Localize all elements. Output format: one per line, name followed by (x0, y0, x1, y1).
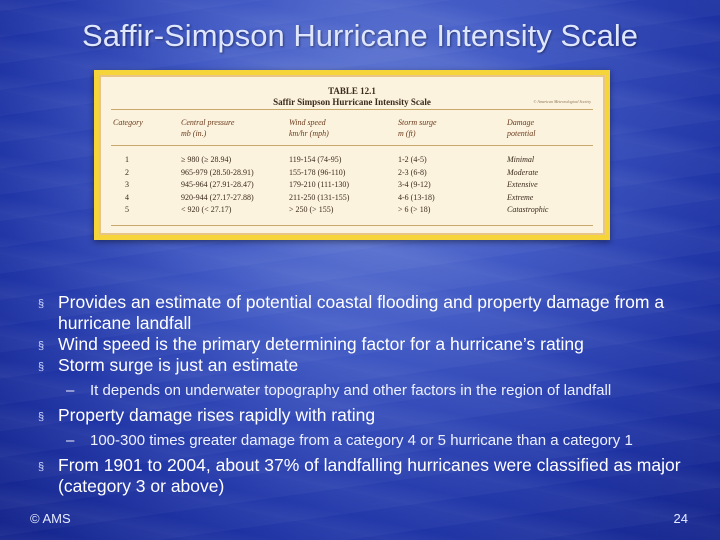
sub-bullet-text: It depends on underwater topography and … (90, 382, 612, 399)
header-surge: Storm surge m (ft) (398, 117, 437, 139)
bullet-item: § Storm surge is just an estimate (38, 355, 698, 376)
category-column: 1 2 3 4 5 (125, 154, 129, 217)
square-bullet-icon: § (38, 361, 45, 373)
header-pressure-line2: mb (in.) (181, 129, 207, 138)
header-wind-line2: km/hr (mph) (289, 129, 329, 138)
table-cell: 4-6 (13-18) (398, 192, 435, 202)
table-cell: 155-178 (96-110) (289, 167, 346, 177)
hurricane-scale-table: TABLE 12.1 Saffir Simpson Hurricane Inte… (99, 75, 605, 235)
bullet-list: § Provides an estimate of potential coas… (38, 292, 698, 497)
header-surge-line2: m (ft) (398, 129, 416, 138)
bullet-item: § Property damage rises rapidly with rat… (38, 405, 698, 426)
table-cell: 965-979 (28.50-28.91) (181, 167, 254, 177)
table-cell: Extreme (507, 192, 534, 202)
bullet-text: From 1901 to 2004, about 37% of landfall… (58, 455, 681, 496)
table-header-rule (111, 145, 593, 146)
table-number: TABLE 12.1 (328, 86, 376, 96)
dash-bullet-icon: – (66, 382, 75, 399)
pressure-column: ≥ 980 (≥ 28.94) 965-979 (28.50-28.91) 94… (181, 154, 254, 217)
bullet-text: Property damage rises rapidly with ratin… (58, 405, 376, 425)
square-bullet-icon: § (38, 340, 45, 352)
wind-column: 119-154 (74-95) 155-178 (96-110) 179-210… (289, 154, 349, 217)
table-cell: 2-3 (6-8) (398, 167, 427, 177)
table-cell: 920-944 (27.17-27.88) (181, 192, 254, 202)
table-source: © American Meteorological Society (533, 99, 591, 104)
header-damage-line2: potential (507, 129, 536, 138)
table-cell: > 6 (> 18) (398, 205, 431, 214)
sub-bullet-text: 100-300 times greater damage from a cate… (90, 432, 633, 449)
surge-column: 1-2 (4-5) 2-3 (6-8) 3-4 (9-12) 4-6 (13-1… (398, 154, 435, 217)
header-damage-line1: Damage (507, 118, 535, 127)
table-cell: Extensive (507, 180, 538, 189)
damage-column: Minimal Moderate Extensive Extreme Catas… (507, 154, 548, 217)
table-cell: 2 (125, 167, 129, 177)
header-surge-line1: Storm surge (398, 118, 437, 127)
slide-number: 24 (673, 511, 688, 526)
table-cell: 1-2 (4-5) (398, 155, 427, 164)
table-cell: < 920 (< 27.17) (181, 205, 232, 214)
header-category-label: Category (113, 118, 143, 127)
table-name: Saffir Simpson Hurricane Intensity Scale (273, 97, 431, 107)
table-image-frame: TABLE 12.1 Saffir Simpson Hurricane Inte… (94, 70, 610, 240)
square-bullet-icon: § (38, 298, 45, 310)
square-bullet-icon: § (38, 461, 45, 473)
table-cell: 3 (125, 180, 129, 189)
header-category: Category (113, 117, 143, 128)
table-bottom-rule (111, 225, 593, 226)
table-cell: Catastrophic (507, 205, 549, 214)
bullet-text: Wind speed is the primary determining fa… (58, 334, 584, 354)
table-cell: 1 (125, 155, 129, 164)
table-cell: ≥ 980 (≥ 28.94) (181, 155, 232, 164)
bullet-item: § Wind speed is the primary determining … (38, 334, 698, 355)
slide-title: Saffir-Simpson Hurricane Intensity Scale (82, 18, 638, 53)
header-damage: Damage potential (507, 117, 535, 139)
sub-bullet-item: – 100-300 times greater damage from a ca… (38, 432, 698, 449)
sub-bullet-item: – It depends on underwater topography an… (38, 382, 698, 399)
bullet-item: § From 1901 to 2004, about 37% of landfa… (38, 455, 698, 497)
table-cell: 179-210 (111-130) (289, 180, 350, 189)
copyright-footer: © AMS (30, 511, 71, 526)
header-wind: Wind speed km/hr (mph) (289, 117, 329, 139)
bullet-text: Provides an estimate of potential coasta… (58, 292, 665, 333)
table-cell: Moderate (507, 167, 539, 177)
bullet-text: Storm surge is just an estimate (58, 355, 299, 375)
bullet-item: § Provides an estimate of potential coas… (38, 292, 698, 334)
table-cell: 211-250 (131-155) (289, 192, 350, 202)
table-cell: Minimal (507, 155, 535, 164)
table-top-rule (111, 109, 593, 110)
square-bullet-icon: § (38, 411, 45, 423)
table-cell: 4 (125, 192, 129, 202)
header-pressure-line1: Central pressure (181, 118, 235, 127)
header-pressure: Central pressure mb (in.) (181, 117, 234, 139)
dash-bullet-icon: – (66, 432, 75, 449)
table-cell: 5 (125, 205, 129, 214)
table-cell: 119-154 (74-95) (289, 155, 342, 164)
table-cell: > 250 (> 155) (289, 205, 334, 214)
table-cell: 945-964 (27.91-28.47) (181, 180, 254, 189)
table-cell: 3-4 (9-12) (398, 180, 431, 189)
header-wind-line1: Wind speed (289, 118, 326, 127)
